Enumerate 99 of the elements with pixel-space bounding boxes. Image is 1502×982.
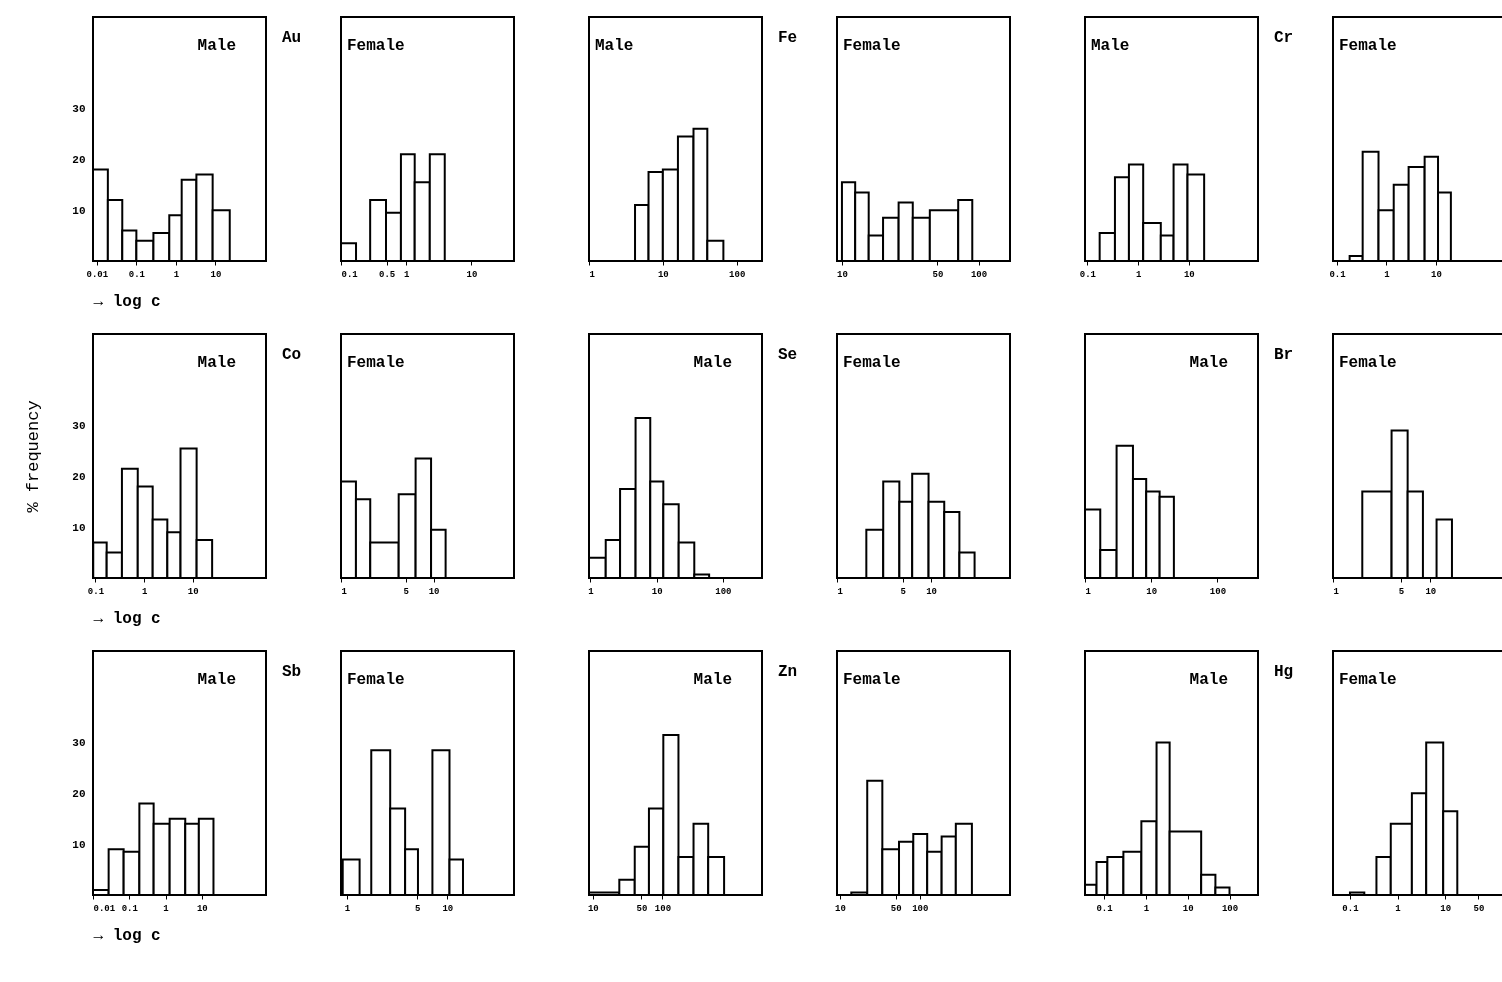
x-tick-label: 1 [588,586,595,597]
text: Au [282,29,302,47]
x-axis-title: → log c [93,609,161,628]
x-axis-title: → log c [93,292,161,311]
text: Male [693,671,732,689]
x-tick-label: 0.1 [1079,269,1097,280]
x-tick-label: 10 [651,586,663,597]
x-tick-label: 100 [1209,586,1227,597]
text: Cr [1274,29,1294,47]
x-tick-label: 0.1 [121,903,139,914]
x-tick-label: 1 [1085,586,1092,597]
x-axis-title: → log c [93,926,161,945]
text: Zn [778,663,798,681]
x-tick-label: 10 [1431,269,1442,280]
y-tick-label: 10 [72,204,86,217]
x-tick-label: 0.01 [86,269,109,280]
x-tick-label: 5 [414,903,421,914]
text: Fe [778,29,798,47]
x-tick-label: 10 [442,903,454,914]
x-tick-label: 10 [1182,903,1194,914]
text: Female [1339,671,1397,689]
text: Female [347,354,405,372]
x-tick-label: 1 [1384,269,1391,280]
y-tick-label: 30 [72,737,86,749]
x-tick-label: 0.01 [93,903,116,914]
y-tick-label: 20 [72,470,86,483]
x-tick-label: 0.1 [1329,269,1347,280]
y-tick-label: 30 [72,103,86,115]
x-tick-label: 100 [729,269,746,280]
text: Se [778,346,798,364]
x-tick-label: 5 [1398,586,1405,597]
text: Female [843,354,901,372]
text: Co [282,346,302,364]
x-tick-label: 100 [912,903,929,914]
text: Hg [1274,663,1294,681]
y-tick-label: 20 [72,787,86,800]
x-tick-label: 50 [932,269,944,280]
x-tick-label: 10 [1183,269,1195,280]
y-tick-label: 10 [72,838,86,851]
x-tick-label: 10 [196,903,208,914]
x-tick-label: 1 [837,586,844,597]
x-tick-label: 0.1 [1342,903,1360,914]
text: Male [197,671,236,689]
x-tick-label: 1 [1135,269,1142,280]
x-tick-label: 100 [970,269,988,280]
x-tick-label: 0.1 [87,586,105,597]
text: Male [693,354,732,372]
x-tick-label: 1 [1143,903,1150,914]
x-tick-label: 0.5 [378,269,396,280]
y-axis-title: % frequency [24,400,44,513]
x-tick-label: 100 [1221,903,1239,914]
text: Male [1189,671,1228,689]
text: Female [1339,37,1397,55]
text: Female [1339,354,1397,372]
x-tick-label: 10 [1440,903,1452,914]
text: Male [197,37,236,55]
x-tick-label: 10 [1425,586,1437,597]
x-tick-label: 50 [636,903,648,914]
x-tick-label: 1 [589,269,596,280]
y-tick-label: 20 [72,153,86,166]
x-tick-label: 10 [657,269,669,280]
x-tick-label: 10 [187,586,199,597]
text: Sb [282,663,302,681]
text: Female [843,37,901,55]
x-tick-label: 10 [466,269,478,280]
x-tick-label: 10 [428,586,440,597]
text: Female [347,37,405,55]
x-tick-label: 1 [163,903,170,914]
x-tick-label: 10 [926,586,937,597]
x-tick-label: 1 [341,586,348,597]
x-tick-label: 5 [900,586,906,597]
x-tick-label: 1 [173,269,180,280]
x-tick-label: 0.1 [1096,903,1114,914]
x-tick-label: 0.1 [128,269,146,280]
x-tick-label: 100 [715,586,732,597]
x-tick-label: 1 [1395,903,1402,914]
text: Female [347,671,405,689]
x-tick-label: 1 [141,586,148,597]
text: Male [197,354,236,372]
text: Female [843,671,901,689]
x-tick-label: 1 [1333,586,1340,597]
y-tick-label: 10 [72,521,86,534]
x-tick-label: 50 [890,903,902,914]
x-tick-label: 10 [834,903,846,914]
x-tick-label: 50 [1473,903,1485,914]
x-tick-label: 0.1 [341,269,359,280]
x-tick-label: 10 [587,903,599,914]
x-tick-label: 10 [1146,586,1158,597]
text: Male [1189,354,1228,372]
y-tick-label: 30 [72,420,86,432]
x-tick-label: 1 [344,903,351,914]
x-tick-label: 10 [837,269,848,280]
x-tick-label: 1 [404,269,410,280]
text: Male [1091,37,1130,55]
x-tick-label: 100 [654,903,672,914]
x-tick-label: 5 [403,586,409,597]
text: Br [1274,346,1294,364]
x-tick-label: 10 [210,269,222,280]
text: Male [595,37,634,55]
